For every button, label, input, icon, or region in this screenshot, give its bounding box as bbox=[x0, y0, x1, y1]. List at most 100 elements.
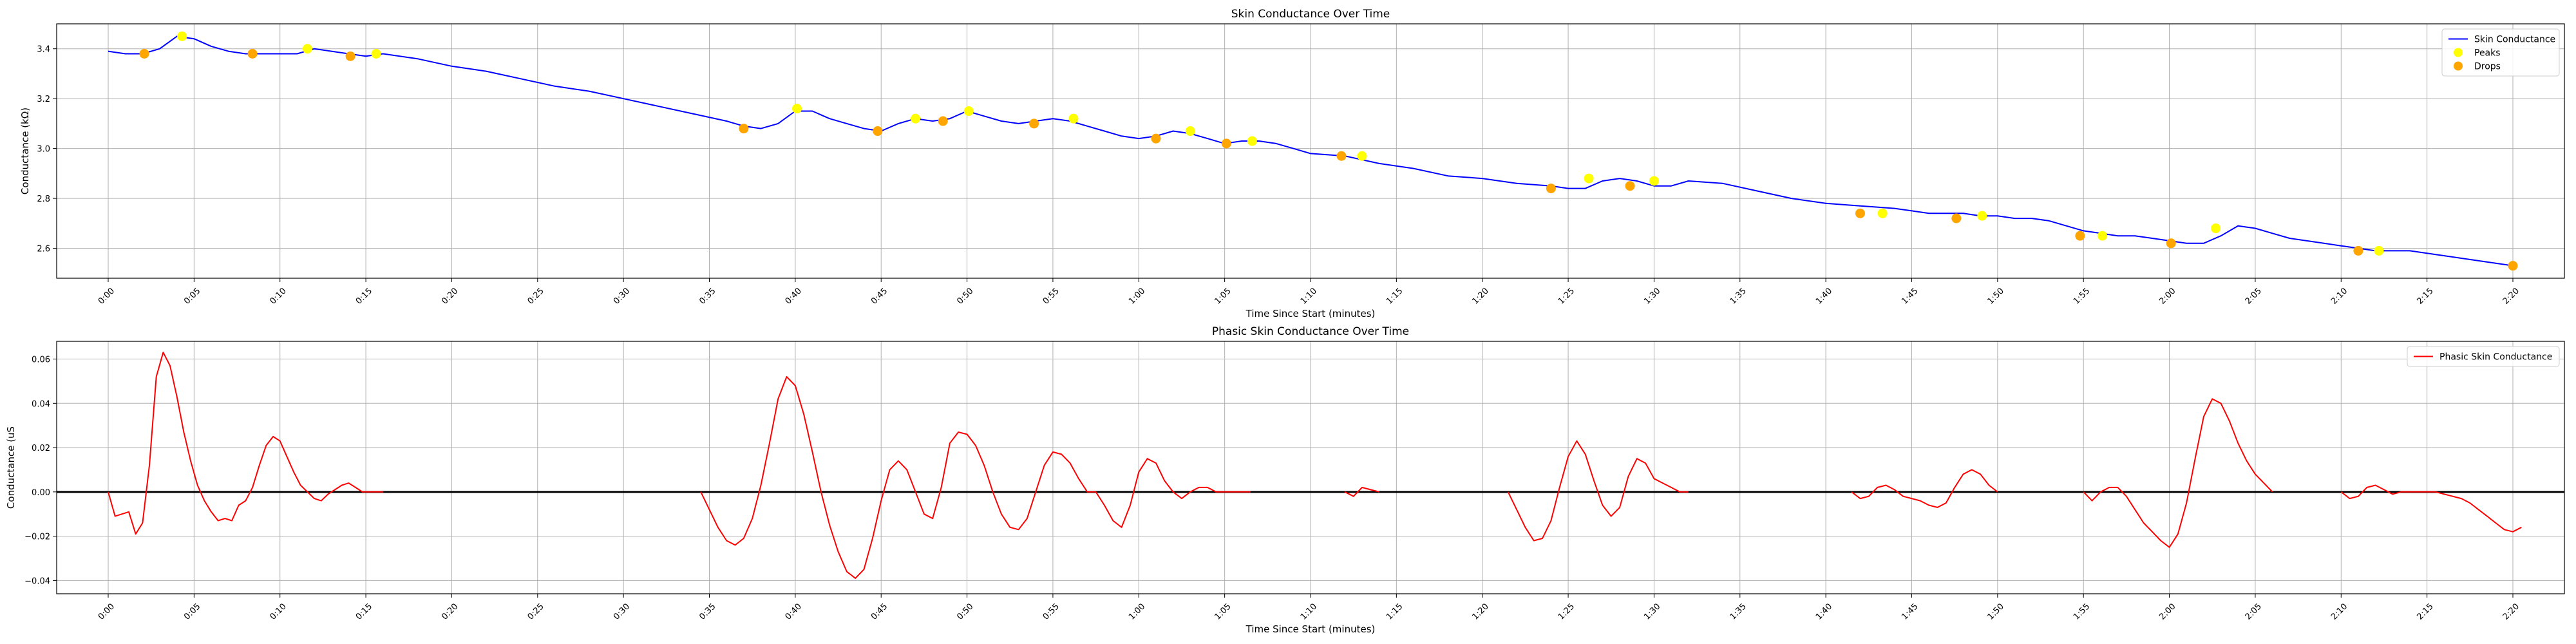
x-tick-label: 0:15 bbox=[354, 601, 374, 621]
point-peaks bbox=[1877, 208, 1888, 218]
point-drops bbox=[2166, 238, 2176, 249]
point-peaks bbox=[1357, 151, 1367, 161]
point-drops bbox=[1336, 151, 1347, 161]
legend-box bbox=[2441, 28, 2560, 77]
legend-label: Drops bbox=[2474, 62, 2501, 72]
point-drops bbox=[2353, 245, 2363, 256]
y-tick-label: −0.02 bbox=[24, 533, 50, 542]
x-tick-label: 1:35 bbox=[1728, 286, 1748, 306]
point-peaks bbox=[2211, 223, 2221, 234]
x-tick-label: 1:05 bbox=[1213, 286, 1233, 306]
x-tick-label: 0:25 bbox=[526, 286, 546, 306]
point-peaks bbox=[792, 104, 802, 114]
point-peaks bbox=[177, 31, 187, 41]
series-line-phasic-skin-conductance-seg0 bbox=[108, 352, 383, 535]
x-tick-label: 1:50 bbox=[1986, 601, 2006, 621]
y-tick-label: 0.06 bbox=[32, 355, 50, 365]
point-drops bbox=[1951, 213, 1962, 223]
x-tick-label: 0:00 bbox=[97, 601, 117, 621]
point-drops bbox=[139, 48, 149, 59]
legend: Phasic Skin Conductance bbox=[2407, 346, 2560, 367]
x-tick-label: 1:10 bbox=[1299, 601, 1319, 621]
series-line-phasic-skin-conductance-seg4 bbox=[1851, 469, 1998, 508]
x-tick-label: 1:40 bbox=[1814, 601, 1834, 621]
x-tick-label: 0:05 bbox=[182, 286, 202, 306]
y-tick-label: 3.0 bbox=[37, 145, 50, 155]
series-line-phasic-skin-conductance-seg6 bbox=[2340, 484, 2522, 533]
x-tick-label: 0:25 bbox=[526, 601, 546, 621]
point-peaks bbox=[911, 113, 921, 124]
chart-title: Phasic Skin Conductance Over Time bbox=[1212, 325, 1409, 338]
x-tick-label: 0:35 bbox=[697, 286, 717, 306]
point-drops bbox=[1151, 133, 1161, 144]
x-tick-label: 0:15 bbox=[354, 286, 374, 306]
point-drops bbox=[1546, 184, 1556, 194]
point-peaks bbox=[2098, 231, 2108, 241]
point-peaks bbox=[1649, 176, 1659, 186]
point-drops bbox=[247, 48, 258, 59]
x-tick-label: 1:20 bbox=[1471, 601, 1491, 621]
point-peaks bbox=[963, 106, 974, 117]
point-drops bbox=[938, 116, 948, 126]
x-tick-label: 0:00 bbox=[97, 286, 117, 306]
x-tick-label: 2:15 bbox=[2415, 601, 2435, 621]
x-tick-label: 1:00 bbox=[1127, 286, 1147, 306]
x-tick-label: 1:10 bbox=[1299, 286, 1319, 306]
y-tick-label: 3.4 bbox=[37, 45, 50, 55]
legend-marker-swatch bbox=[2454, 61, 2463, 71]
x-tick-label: 1:05 bbox=[1213, 601, 1233, 621]
x-tick-label: 1:55 bbox=[2072, 286, 2092, 306]
x-tick-label: 0:40 bbox=[784, 601, 804, 621]
point-drops bbox=[739, 124, 749, 134]
x-tick-label: 0:30 bbox=[612, 601, 632, 621]
x-tick-label: 2:05 bbox=[2244, 286, 2264, 306]
y-tick-label: 0.00 bbox=[32, 488, 50, 498]
x-tick-label: 2:15 bbox=[2415, 286, 2435, 306]
x-tick-label: 1:50 bbox=[1986, 286, 2006, 306]
x-tick-label: 0:30 bbox=[612, 286, 632, 306]
point-drops bbox=[873, 126, 883, 137]
x-tick-label: 0:50 bbox=[955, 601, 975, 621]
chart-2: 0:00 0:05 0:10 0:15 0:20 0:25 0:30 0:35 0:40 0:45… bbox=[5, 325, 2565, 635]
legend-label: Skin Conductance bbox=[2474, 35, 2555, 45]
legend: Skin Conductance Peaks Drops bbox=[2441, 28, 2560, 77]
x-tick-label: 1:55 bbox=[2072, 601, 2092, 621]
y-tick-label: 3.2 bbox=[37, 95, 50, 104]
y-axis-label: Conductance (uS bbox=[5, 426, 17, 509]
x-tick-label: 0:05 bbox=[182, 601, 202, 621]
legend-label: Peaks bbox=[2474, 48, 2501, 59]
x-tick-label: 1:00 bbox=[1127, 601, 1147, 621]
point-peaks bbox=[2374, 245, 2384, 256]
point-drops bbox=[345, 51, 355, 61]
x-tick-label: 2:20 bbox=[2501, 286, 2521, 306]
x-tick-label: 1:45 bbox=[1900, 601, 1920, 621]
x-tick-label: 2:00 bbox=[2157, 601, 2177, 621]
x-tick-label: 0:10 bbox=[269, 601, 289, 621]
x-tick-label: 1:30 bbox=[1642, 601, 1662, 621]
y-tick-label: 0.02 bbox=[32, 444, 50, 453]
y-tick-label: 2.6 bbox=[37, 245, 50, 254]
point-drops bbox=[1855, 208, 1865, 218]
point-peaks bbox=[1068, 113, 1079, 124]
x-tick-label: 0:10 bbox=[269, 286, 289, 306]
x-tick-label: 2:10 bbox=[2329, 601, 2349, 621]
x-tick-label: 2:10 bbox=[2329, 286, 2349, 306]
x-tick-label: 1:30 bbox=[1642, 286, 1662, 306]
x-tick-label: 2:00 bbox=[2157, 286, 2177, 306]
y-axis-label: Conductance (kΩ) bbox=[19, 108, 31, 194]
legend-marker-swatch bbox=[2454, 48, 2463, 57]
x-tick-label: 2:05 bbox=[2244, 601, 2264, 621]
legend-label: Phasic Skin Conductance bbox=[2439, 352, 2552, 363]
x-tick-label: 1:40 bbox=[1814, 286, 1834, 306]
y-tick-label: 2.8 bbox=[37, 194, 50, 204]
plot-area bbox=[108, 352, 2522, 579]
x-tick-label: 2:20 bbox=[2501, 601, 2521, 621]
point-peaks bbox=[1977, 211, 1987, 221]
x-tick-label: 1:35 bbox=[1728, 601, 1748, 621]
point-peaks bbox=[1247, 136, 1257, 146]
point-peaks bbox=[1185, 126, 1195, 137]
x-tick-label: 0:45 bbox=[869, 601, 889, 621]
point-peaks bbox=[1584, 173, 1594, 184]
x-tick-label: 1:25 bbox=[1557, 286, 1577, 306]
x-tick-label: 1:20 bbox=[1471, 286, 1491, 306]
